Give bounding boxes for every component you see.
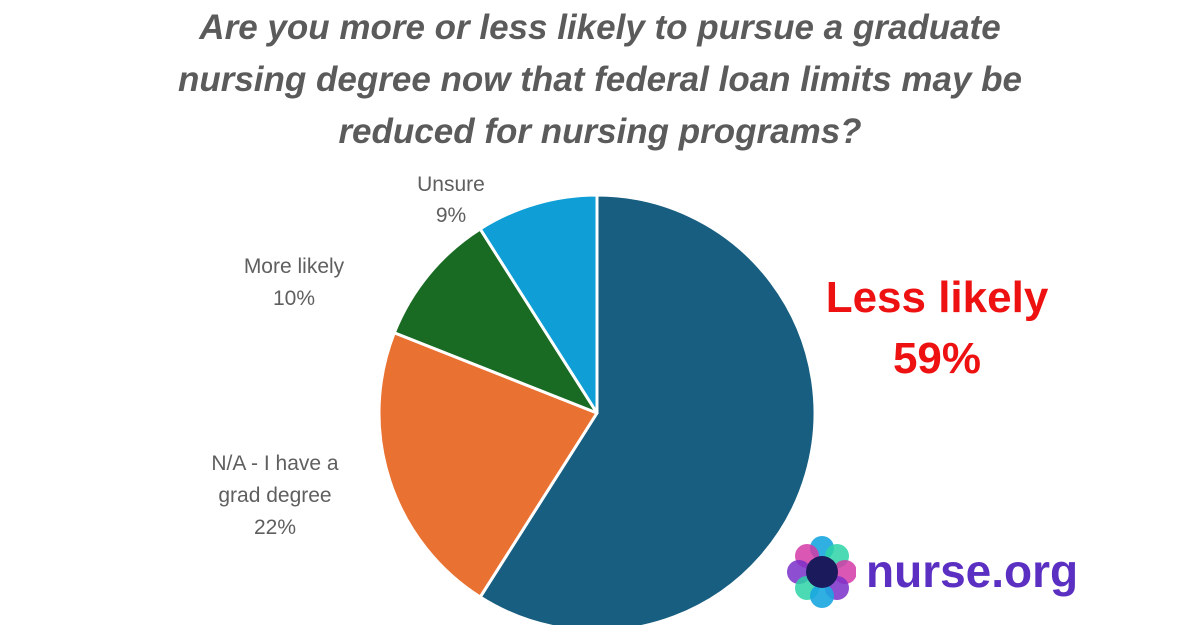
brand-name: nurse.org bbox=[866, 545, 1079, 597]
slice-name-1: grad degree bbox=[218, 484, 331, 507]
chart-title: Are you more or less likely to pursue a … bbox=[0, 2, 1200, 158]
brand-logo: nurse.org bbox=[784, 536, 1104, 608]
slice-pct-1: 22% bbox=[254, 516, 296, 539]
pie-slice-1 bbox=[377, 331, 599, 599]
pie-slice-2 bbox=[392, 227, 599, 415]
slice-label-3: Unsure 9% bbox=[417, 173, 485, 227]
slice-name-2: More likely bbox=[244, 255, 345, 278]
slice-name-3: Unsure bbox=[417, 173, 485, 196]
chart-title-line-2: nursing degree now that federal loan lim… bbox=[177, 60, 1023, 99]
slice-pct-3: 9% bbox=[436, 204, 466, 227]
slice-label-1: N/A - I have a grad degree 22% bbox=[211, 452, 339, 539]
pie-slice-3 bbox=[478, 193, 599, 415]
nurse-org-logo-icon bbox=[787, 536, 856, 608]
slice-name-1: N/A - I have a bbox=[211, 452, 339, 475]
slice-label-0: Less likely 59% bbox=[826, 273, 1049, 383]
pie-slice-0 bbox=[478, 193, 817, 625]
slice-pct-0: 59% bbox=[893, 334, 981, 383]
chart-title-line-3: reduced for nursing programs? bbox=[338, 112, 862, 151]
slice-label-2: More likely 10% bbox=[244, 255, 345, 310]
slice-name-0: Less likely bbox=[826, 273, 1049, 322]
slice-pct-2: 10% bbox=[273, 287, 315, 310]
chart-title-line-1: Are you more or less likely to pursue a … bbox=[199, 8, 1001, 47]
